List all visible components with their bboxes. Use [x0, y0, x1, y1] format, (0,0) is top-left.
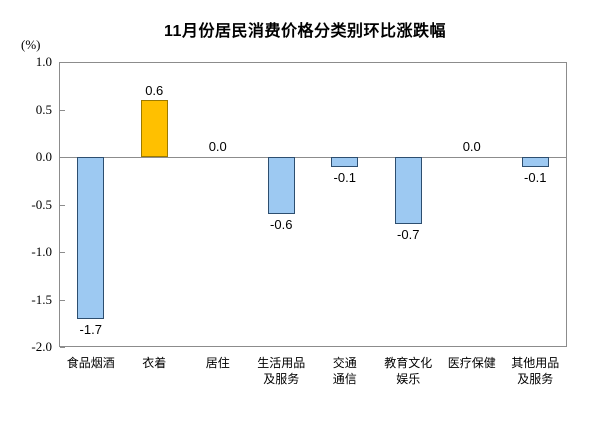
bar — [331, 157, 359, 167]
bar — [267, 157, 295, 214]
y-axis-tick-mark — [60, 109, 65, 111]
y-axis-tick-label: 0.0 — [35, 149, 52, 164]
bar-value-label: 0.0 — [462, 139, 481, 154]
x-axis-category-label: 生活用品 及服务 — [257, 356, 306, 386]
y-axis-tick-label: 1.0 — [35, 54, 52, 69]
bar-value-label: 0.0 — [208, 139, 227, 154]
y-axis-tick-mark — [60, 252, 65, 253]
bar-highlighted — [140, 100, 168, 157]
y-axis-tick-label: -1.5 — [31, 291, 52, 307]
y-axis-tick-mark — [60, 347, 65, 348]
bar-value-label: -1.7 — [79, 321, 102, 337]
x-axis-category-label: 食品烟酒 — [66, 356, 115, 370]
bar — [394, 157, 422, 224]
bar-value-label: -0.6 — [270, 217, 293, 232]
y-axis-unit-label: (%) — [21, 37, 41, 52]
bar — [521, 157, 549, 167]
bar-value-label: 0.6 — [145, 83, 164, 98]
y-axis-tick-label: -0.5 — [31, 196, 52, 212]
zero-baseline — [59, 157, 567, 158]
x-axis-category-label: 交通 通信 — [332, 356, 357, 386]
x-axis-category-label: 医疗保健 — [447, 356, 496, 370]
y-axis-tick-mark — [60, 299, 65, 301]
y-axis-tick-label: 0.5 — [35, 101, 52, 117]
bar-value-label: -0.7 — [397, 226, 420, 242]
bar-value-label: -0.1 — [524, 169, 547, 185]
y-axis-tick-mark — [60, 62, 65, 63]
x-axis-category-label: 教育文化 娱乐 — [384, 356, 433, 386]
plot-area — [59, 62, 567, 347]
y-axis-tick-label: -2.0 — [31, 339, 52, 354]
chart-title: 11月份居民消费价格分类别环比涨跌幅 — [164, 23, 446, 40]
x-axis-category-label: 居住 — [205, 356, 230, 370]
x-axis-category-label: 其他用品 及服务 — [511, 356, 560, 386]
y-axis-tick-mark — [60, 204, 65, 206]
x-axis-category-label: 衣着 — [142, 356, 167, 370]
bar-value-label: -0.1 — [333, 169, 356, 185]
bar — [77, 157, 105, 319]
y-axis-tick-label: -1.0 — [31, 244, 52, 259]
